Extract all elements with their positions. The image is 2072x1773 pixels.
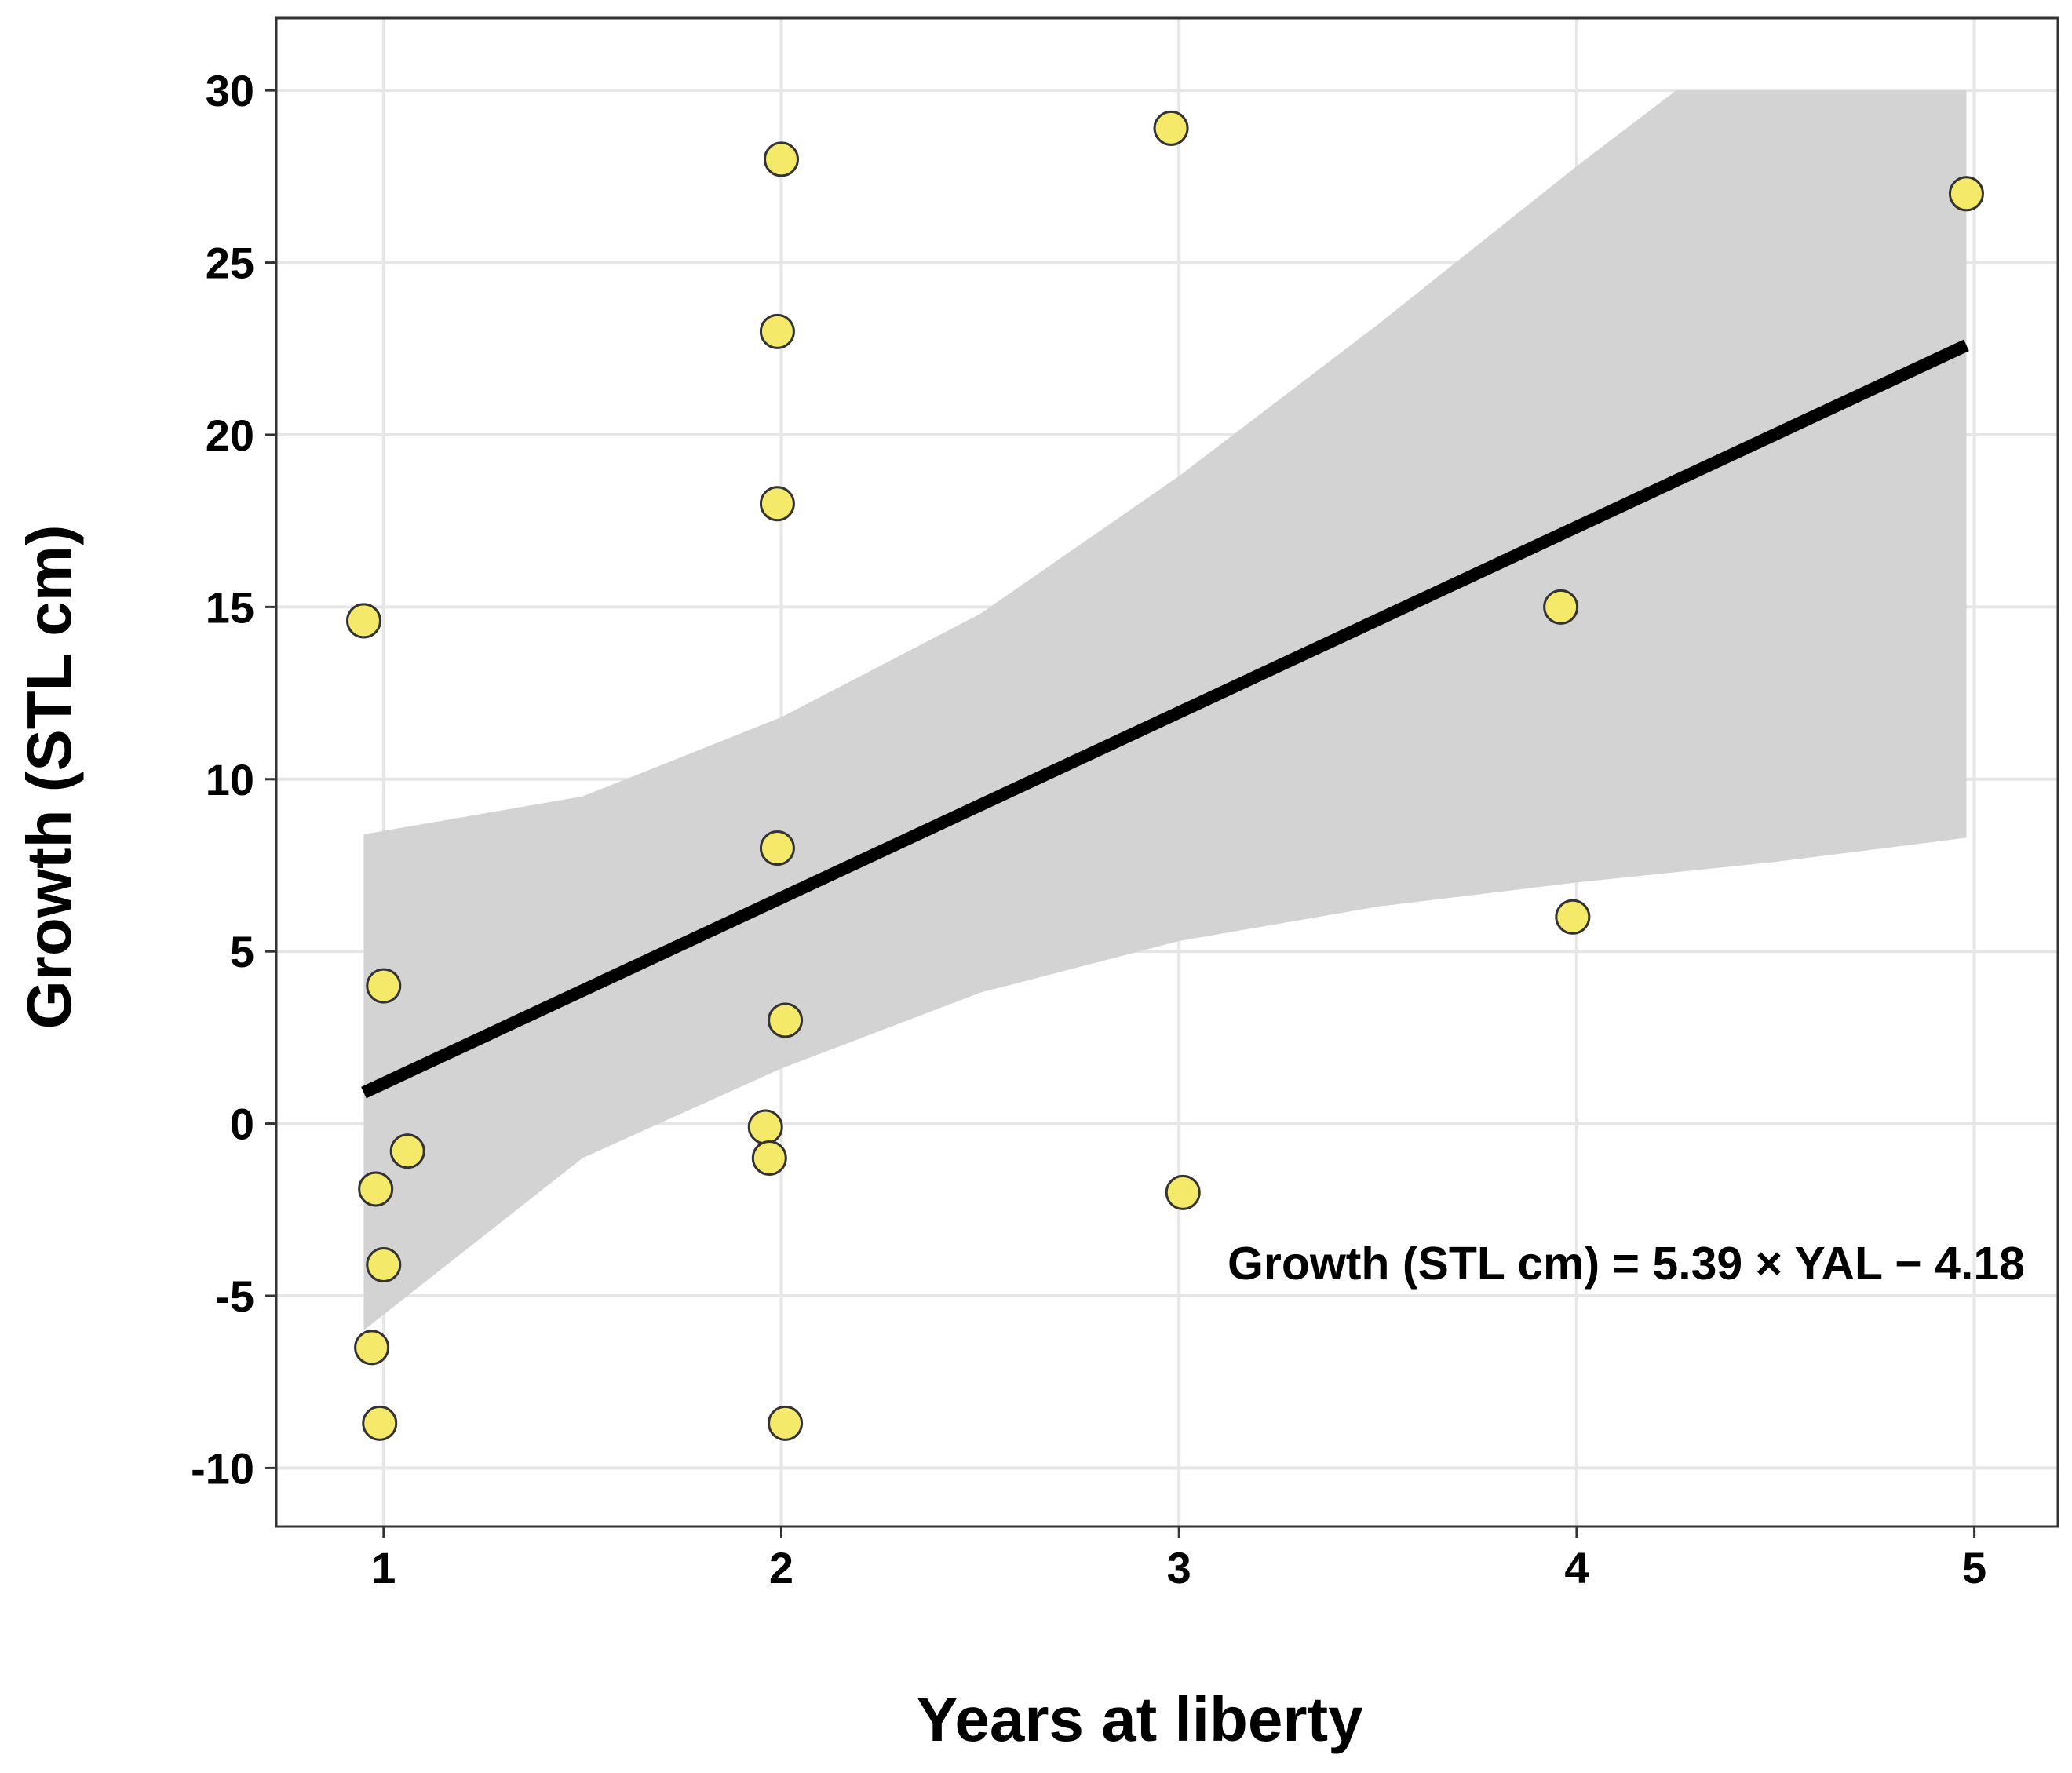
data-point bbox=[366, 1247, 402, 1283]
annotation-equation: Growth (STL cm) = 5.39 × YAL − 4.18 bbox=[1228, 1238, 2025, 1290]
data-point bbox=[768, 1405, 804, 1441]
data-point bbox=[1165, 1174, 1201, 1210]
y-tick-label: -10 bbox=[191, 1443, 254, 1493]
axis-ticks bbox=[265, 89, 1976, 1538]
x-tick-label: 3 bbox=[1167, 1543, 1191, 1592]
data-point bbox=[764, 141, 800, 177]
data-point bbox=[1555, 899, 1591, 935]
x-tick-label: 5 bbox=[1962, 1543, 1986, 1592]
data-point bbox=[759, 830, 795, 866]
data-point bbox=[345, 603, 381, 639]
data-point bbox=[354, 1330, 390, 1366]
y-tick-label: 30 bbox=[206, 66, 254, 115]
y-tick-label: 0 bbox=[230, 1100, 254, 1149]
data-point bbox=[768, 1002, 804, 1038]
points-group bbox=[345, 110, 1984, 1441]
x-tick-label: 2 bbox=[769, 1543, 793, 1592]
confidence-band-group bbox=[363, 90, 1967, 1330]
data-point bbox=[759, 313, 795, 349]
data-point bbox=[1153, 110, 1189, 146]
data-point bbox=[389, 1133, 425, 1169]
y-tick-label: 25 bbox=[206, 239, 254, 288]
fit-line bbox=[361, 339, 1969, 1099]
y-tick-label: 10 bbox=[206, 755, 254, 804]
data-point bbox=[751, 1140, 787, 1176]
x-tick-label: 4 bbox=[1564, 1543, 1589, 1592]
y-tick-label: -5 bbox=[215, 1271, 254, 1321]
x-axis-title: Years at liberty bbox=[916, 1684, 1363, 1754]
data-point bbox=[1948, 176, 1984, 212]
tick-labels: 1 2 3 4 5 -10 -5 0 5 10 15 20 25 30 bbox=[191, 66, 1986, 1592]
y-axis-title: Growth (STL cm) bbox=[14, 525, 84, 1030]
panel-border bbox=[275, 16, 2059, 1528]
y-tick-label: 20 bbox=[206, 410, 254, 460]
data-point bbox=[358, 1171, 394, 1207]
data-point bbox=[747, 1109, 783, 1145]
y-tick-label: 5 bbox=[230, 927, 254, 976]
y-tick-label: 15 bbox=[206, 582, 254, 632]
data-point bbox=[759, 486, 795, 522]
fit-line-group bbox=[361, 339, 1969, 1099]
confidence-band bbox=[363, 90, 1967, 1330]
data-point bbox=[1543, 589, 1579, 625]
data-point bbox=[362, 1405, 398, 1441]
x-tick-label: 1 bbox=[371, 1543, 396, 1592]
data-point bbox=[366, 968, 402, 1004]
